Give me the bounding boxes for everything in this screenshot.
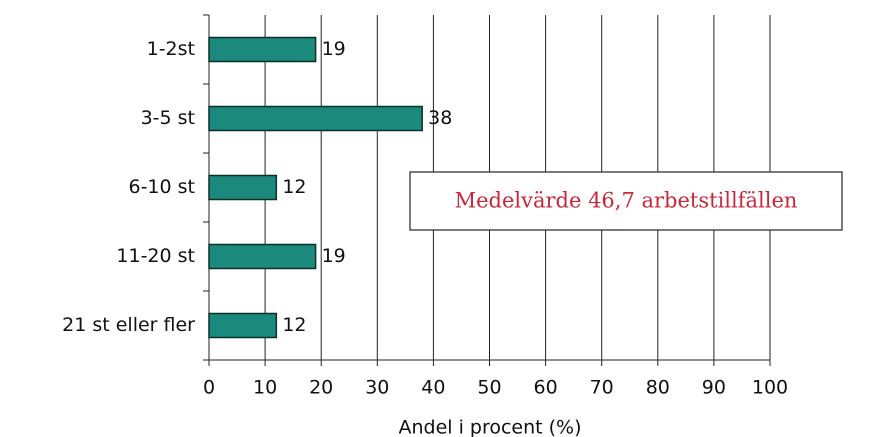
x-tick-label: 30 [365,377,389,399]
annotation-box [409,171,843,231]
x-tick-label: 10 [253,377,277,399]
x-tick-label: 70 [590,377,614,399]
value-label: 19 [322,245,346,267]
x-tick-label: 20 [309,377,333,399]
y-tick-label: 11-20 st [116,245,195,267]
y-tick-label: 1-2st [147,38,195,60]
bar [208,243,317,270]
x-tick-label: 80 [646,377,670,399]
value-label: 19 [322,38,346,60]
x-tick-label: 50 [477,377,501,399]
annotation: Medelvärde 46,7 arbetstillfällen [455,189,798,213]
x-tick-label: 100 [752,377,788,399]
value-label: 12 [282,176,306,198]
x-tick-label: 0 [203,377,215,399]
value-label: 38 [428,107,452,129]
y-tick-label: 21 st eller fler [62,314,195,336]
value-label: 12 [282,314,306,336]
bar [208,36,317,63]
x-tick-label: 90 [702,377,726,399]
y-tick-label: 3-5 st [141,107,195,129]
x-axis-label: Andel i procent (%) [398,417,581,437]
x-tick-label: 60 [534,377,558,399]
bar [208,105,423,132]
bar [208,174,278,201]
bar [208,312,278,339]
x-tick-label: 40 [421,377,445,399]
y-tick-label: 6-10 st [128,176,195,198]
